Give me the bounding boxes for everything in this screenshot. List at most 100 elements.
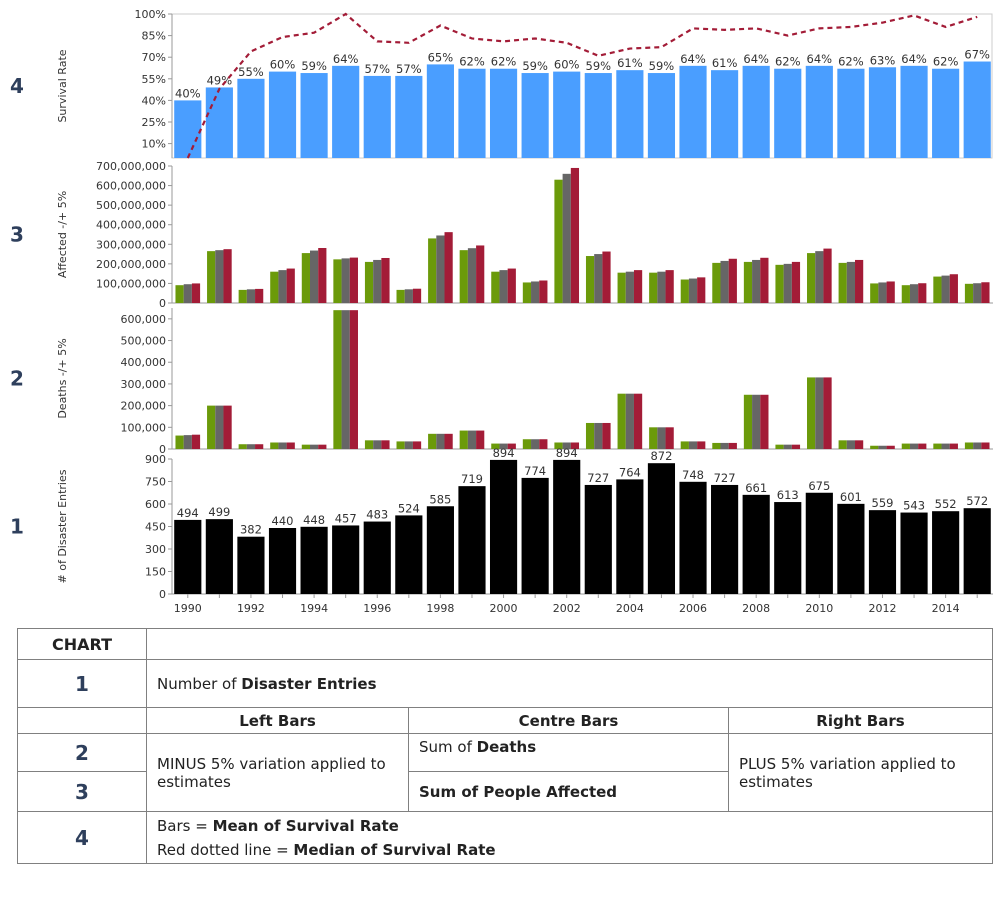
affected-bar: [815, 251, 824, 303]
survival-rate-y-tick-label: 85%: [142, 30, 166, 43]
disaster-entries-data-label: 675: [808, 479, 830, 493]
affected-bar: [309, 250, 319, 303]
affected-bar: [570, 167, 580, 303]
disaster-entries-bar: [300, 526, 328, 594]
deaths-bar: [728, 442, 737, 449]
deaths-bar: [783, 444, 792, 449]
deaths-bar: [633, 393, 643, 449]
survival-rate-bar: [174, 100, 202, 158]
affected-bar: [775, 264, 784, 303]
affected-y-tick-label: 0: [159, 297, 166, 310]
survival-rate-bar: [363, 75, 391, 158]
deaths-bar: [752, 394, 761, 449]
legend-table: CHART 1 Number of Disaster Entries Left …: [17, 628, 993, 864]
survival-rate-bar: [742, 65, 770, 158]
survival-rate-median-line: [186, 12, 978, 159]
affected-bar: [602, 251, 611, 303]
survival-rate-bar: [205, 87, 233, 158]
affected-bar: [625, 271, 634, 303]
deaths-bar: [412, 441, 422, 449]
legend-row-3-number: 3: [17, 771, 147, 812]
disaster-entries-data-label: 601: [840, 490, 862, 504]
affected-bar: [878, 282, 887, 303]
disaster-entries-panel-number: 1: [10, 515, 24, 539]
disaster-entries-data-label: 764: [619, 465, 641, 479]
survival-rate-data-label: 55%: [238, 65, 264, 79]
legend-row-3-description: Sum of People Affected: [408, 771, 729, 812]
survival-rate-y-tick-label: 100%: [135, 8, 166, 21]
affected-y-tick-label: 600,000,000: [96, 180, 166, 193]
affected-bar: [175, 285, 184, 303]
survival-rate-y-tick-label: 25%: [142, 116, 166, 129]
deaths-bar: [823, 377, 832, 449]
survival-rate-panel-number: 4: [10, 74, 24, 98]
affected-bar: [633, 270, 643, 303]
survival-rate-bar: [805, 65, 833, 158]
deaths-bar: [815, 377, 824, 449]
deaths-bar: [878, 445, 887, 449]
affected-bar: [585, 256, 595, 303]
affected-y-tick-label: 700,000,000: [96, 160, 166, 173]
deaths-bar: [539, 439, 548, 449]
affected-bar: [665, 270, 674, 303]
disaster-entries-bar: [805, 492, 833, 594]
affected-bar: [807, 253, 816, 303]
survival-rate-y-tick-label: 70%: [142, 51, 166, 64]
affected-bar: [207, 251, 216, 303]
legend-left-text: MINUS 5% variation applied to estimates: [146, 733, 409, 812]
disaster-entries-x-tick-label: 2004: [616, 602, 644, 615]
affected-y-axis-label: Affected -/+ 5%: [56, 191, 69, 278]
affected-bar: [349, 257, 358, 303]
deaths-bar: [238, 444, 247, 449]
affected-bar: [791, 261, 801, 303]
survival-rate-bar: [647, 73, 676, 158]
survival-rate-bar: [395, 75, 423, 158]
disaster-entries-bar: [395, 515, 423, 594]
deaths-bar: [649, 427, 658, 449]
deaths-bar: [444, 433, 453, 449]
disaster-entries-y-axis-label: # of Disaster Entries: [56, 469, 69, 583]
affected-bar: [476, 245, 485, 303]
disaster-entries-y-tick-label: 450: [145, 521, 166, 534]
affected-bar: [499, 270, 508, 303]
disaster-entries-data-label: 894: [493, 446, 515, 460]
deaths-bar: [223, 405, 232, 449]
survival-rate-data-label: 60%: [270, 58, 296, 72]
affected-bar: [617, 272, 626, 303]
survival-rate-y-tick-label: 55%: [142, 73, 166, 86]
deaths-bar: [846, 440, 856, 449]
deaths-bar: [301, 444, 310, 449]
disaster-entries-data-label: 727: [714, 471, 736, 485]
survival-rate-data-label: 59%: [649, 59, 675, 73]
affected-bar: [846, 261, 856, 303]
deaths-bar: [215, 405, 224, 449]
deaths-bar: [838, 440, 847, 449]
deaths-bar: [949, 443, 958, 449]
disaster-entries-bar: [963, 508, 991, 594]
survival-rate-data-label: 64%: [333, 52, 359, 66]
disaster-entries-data-label: 719: [461, 472, 483, 486]
disaster-entries-data-label: 382: [240, 523, 262, 537]
deaths-bar: [491, 443, 500, 449]
deaths-bar: [855, 440, 864, 449]
deaths-bar: [688, 441, 698, 449]
deaths-y-tick-label: 500,000: [121, 335, 167, 348]
deaths-bar: [428, 433, 437, 449]
survival-rate-data-label: 62%: [933, 55, 959, 69]
deaths-bar: [602, 422, 611, 449]
affected-y-tick-label: 400,000,000: [96, 219, 166, 232]
affected-bar: [373, 259, 382, 303]
affected-bar: [404, 289, 413, 303]
deaths-bar: [886, 445, 895, 449]
deaths-bar: [570, 442, 580, 449]
disaster-entries-y-tick-label: 900: [145, 453, 166, 466]
disaster-entries-bar: [521, 477, 549, 594]
legend-row-4-number: 4: [17, 811, 147, 864]
disaster-entries-bar: [458, 486, 486, 594]
survival-rate-bar: [268, 71, 297, 158]
legend-row-1-description: Number of Disaster Entries: [146, 659, 993, 708]
affected-bar: [522, 282, 532, 303]
deaths-bar: [396, 441, 405, 449]
deaths-bar: [562, 442, 571, 449]
survival-rate-data-label: 64%: [807, 52, 833, 66]
